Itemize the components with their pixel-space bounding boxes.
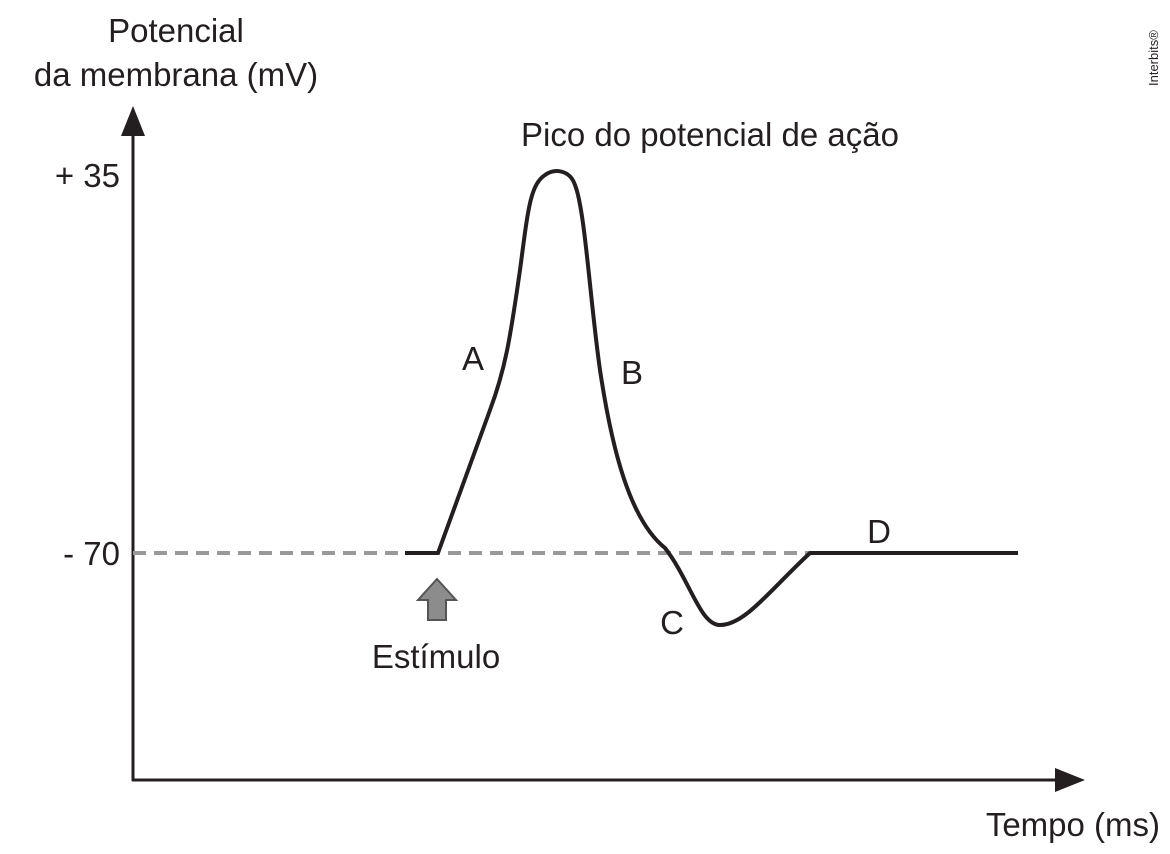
x-label: Tempo (ms) xyxy=(986,806,1160,843)
x-axis-arrow xyxy=(1055,768,1085,792)
stimulus-arrow xyxy=(415,577,459,621)
phase-label: B xyxy=(621,354,643,391)
y-label-line: Potencial xyxy=(108,12,244,49)
credit: Interbits® xyxy=(1146,30,1161,86)
phase-label: A xyxy=(462,340,484,377)
action-potential-curve xyxy=(405,169,1018,627)
y-tick-label: - 70 xyxy=(63,535,120,572)
y-axis-arrow xyxy=(121,106,145,136)
phase-label: C xyxy=(660,604,684,641)
y-label-line: da membrana (mV) xyxy=(34,56,318,93)
peak-label: Pico do potencial de ação xyxy=(521,116,899,153)
phase-label: D xyxy=(867,513,891,550)
stimulus-label: Estímulo xyxy=(372,638,500,675)
y-tick-label: + 35 xyxy=(55,157,120,194)
